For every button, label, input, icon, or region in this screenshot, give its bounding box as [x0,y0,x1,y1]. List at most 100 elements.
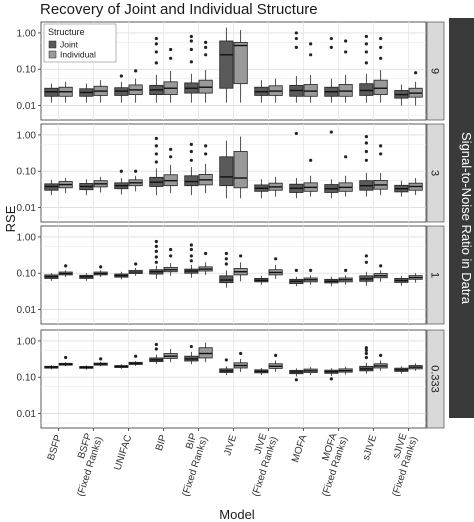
facet-strip-label: 1 [429,272,441,278]
x-tick-label: MOFA(Fixed Ranks) [310,432,350,498]
box-outlier [294,378,298,382]
facet-panel: 0.01 0.10 1.00 0.333 [17,329,445,429]
box-outlier [154,152,158,156]
x-tick-label-line: BIP [184,432,200,451]
box-outlier [364,158,368,162]
box-outlier [134,69,138,73]
joint-box [394,180,409,197]
joint-box [184,344,199,365]
box-outlier [169,56,173,60]
box-iqr [359,83,374,96]
box-outlier [119,74,123,78]
box-outlier [364,355,368,360]
box-outlier [154,244,158,248]
box-outlier [379,144,383,148]
x-tick-label-line: UNIFAC [113,434,135,472]
box-outlier [154,260,158,264]
individual-box [93,176,108,193]
x-tick-label-line: BSFP [46,433,65,462]
facet-strip-label: 9 [429,68,441,74]
individual-box [303,158,318,197]
box-outlier [189,47,193,52]
joint-box [219,251,234,288]
box-outlier [364,141,368,145]
y-tick-label: 0.10 [17,269,37,280]
box-outlier [364,61,368,65]
box-outlier [344,155,348,159]
box-outlier [364,50,368,54]
box-iqr [184,175,199,187]
box-outlier [189,344,193,349]
box-iqr [303,84,318,97]
individual-box [198,40,213,103]
joint-box [184,34,199,103]
joint-box [219,27,234,103]
facet-strip [426,123,445,223]
box-outlier [274,353,278,357]
box-outlier [169,155,173,159]
joint-box [394,84,409,106]
individual-box [163,247,178,276]
box-outlier [64,355,68,360]
joint-box [324,276,339,287]
joint-box [79,83,94,103]
facet-label-band [449,18,474,418]
chart-title: Recovery of Joint and Individual Structu… [40,1,318,18]
joint-box [184,243,199,278]
box-iqr [338,84,353,97]
box-outlier [169,147,173,151]
box-outlier [344,268,348,272]
individual-box [338,268,353,285]
joint-box [114,74,129,103]
facet-strip-label: 3 [429,170,441,176]
x-tick-label-line: BIP [154,433,170,452]
x-tick-label: BSFP(Fixed Ranks) [65,432,105,498]
box-outlier [189,158,193,162]
individual-box [233,351,248,372]
box-outlier [134,354,138,358]
box-outlier [119,169,123,173]
individual-box [373,353,388,371]
box-outlier [154,42,158,46]
individual-box [233,254,248,282]
joint-box [149,136,164,196]
box-outlier [274,257,278,261]
box-outlier [99,357,103,361]
individual-box [58,355,73,367]
individual-box [93,265,108,278]
individual-box [198,251,213,275]
facet-panel: 0.01 0.10 1.00 3 [17,123,445,223]
joint-box [254,367,269,376]
joint-box [44,273,59,281]
individual-box [373,36,388,103]
box-outlier [154,347,158,351]
individual-box [163,47,178,103]
box-outlier [204,40,208,44]
individual-box [408,273,423,283]
individual-box [58,264,73,278]
joint-box [114,169,129,195]
box-outlier [169,247,173,252]
legend-swatch [48,40,57,49]
box-outlier [309,53,313,57]
box-outlier [364,348,368,352]
box-outlier [189,39,193,43]
joint-box [324,130,339,199]
box-outlier [344,39,348,43]
individual-box [408,71,423,106]
individual-box [128,169,143,192]
joint-box [184,142,199,196]
box-outlier [189,243,193,247]
box-outlier [379,353,383,357]
box-outlier [364,346,368,350]
box-outlier [309,158,313,162]
individual-box [198,144,213,194]
box-outlier [379,56,383,60]
joint-box [79,179,94,196]
joint-box [44,365,59,370]
joint-box [44,179,59,196]
box-outlier [364,149,368,154]
box-outlier [309,268,313,272]
